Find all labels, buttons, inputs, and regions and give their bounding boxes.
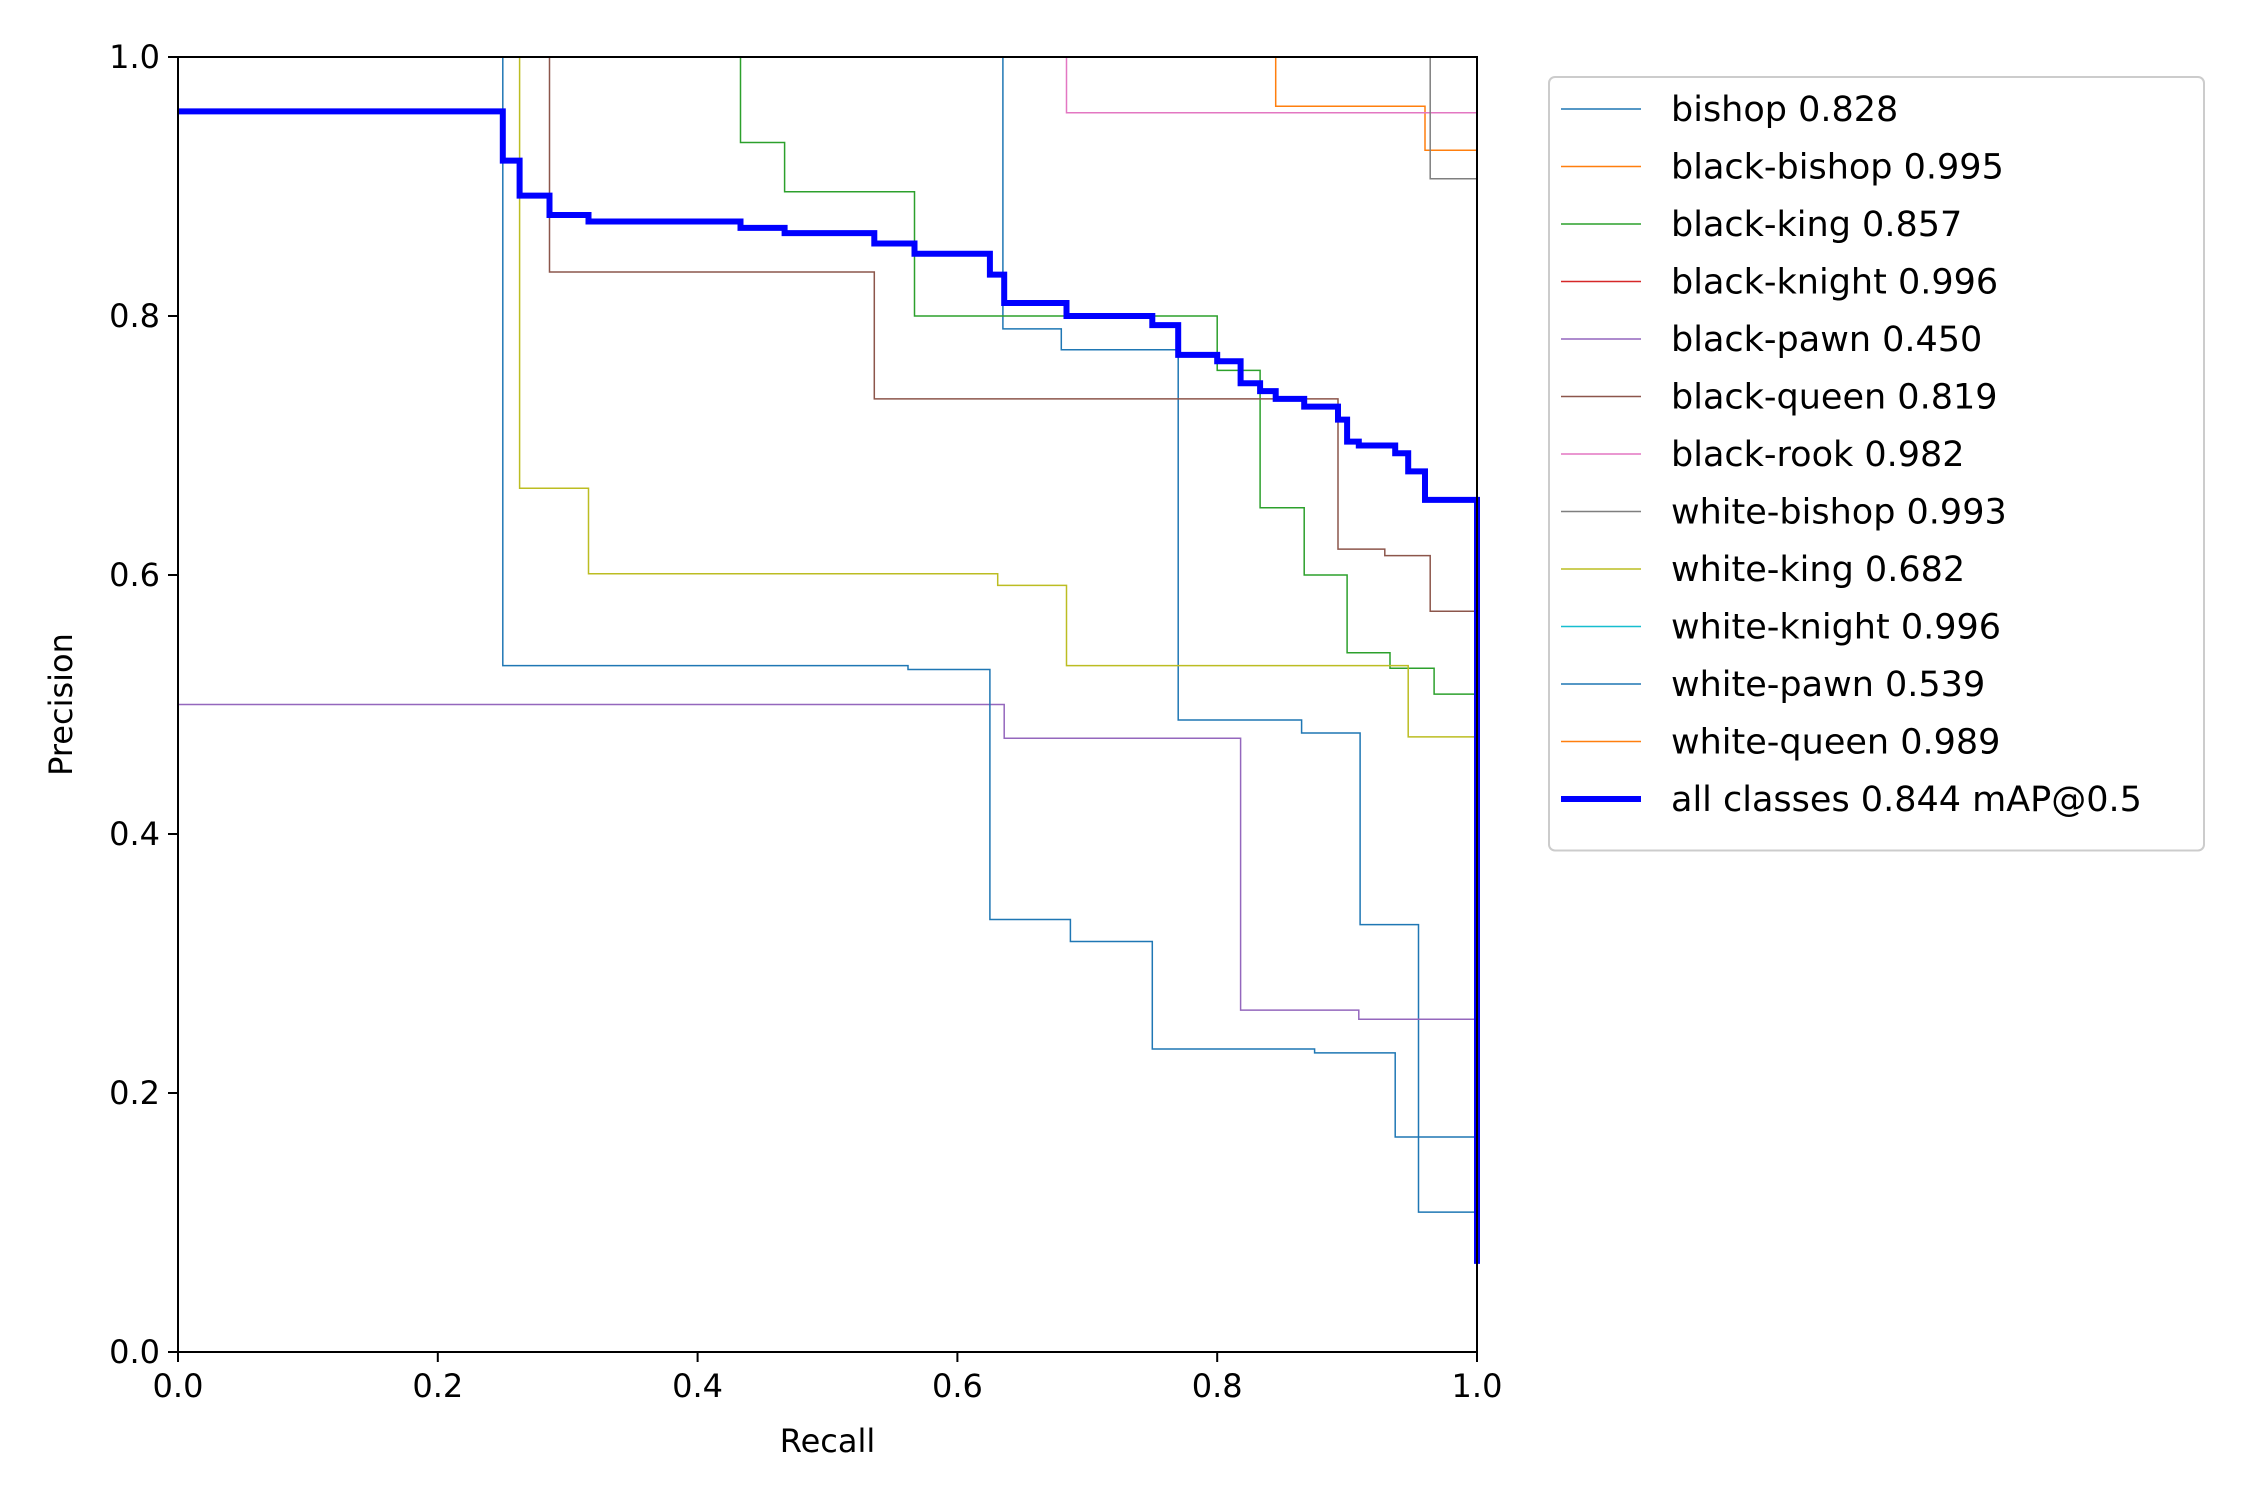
- x-axis-label: Recall: [780, 1422, 875, 1460]
- legend-label: white-king 0.682: [1671, 550, 1965, 590]
- legend-label: white-bishop 0.993: [1671, 493, 2007, 533]
- series-line-black-queen: [548, 57, 1478, 1352]
- y-tick-label: 0.6: [109, 556, 160, 594]
- y-tick-label: 0.8: [109, 297, 160, 335]
- legend-label: black-king 0.857: [1671, 205, 1962, 245]
- legend-frame: [1548, 76, 2205, 852]
- series-line-black-king: [736, 56, 1478, 1352]
- series-line-white-king: [518, 57, 1478, 1352]
- ticks-layer: 0.0 0.2 0.4 0.6 0.8 1.0 0.0 0.2 0.4 0.6 0.8 1.0: [109, 38, 1502, 1405]
- y-tick-label: 0.0: [109, 1333, 160, 1371]
- legend-label: all classes 0.844 mAP@0.5: [1671, 780, 2142, 820]
- legend-label: black-knight 0.996: [1671, 263, 1998, 303]
- series-line-bishop: [996, 56, 1478, 1352]
- y-tick-label: 1.0: [109, 38, 160, 76]
- legend-label: white-queen 0.989: [1671, 723, 2000, 763]
- x-tick-label: 1.0: [1452, 1367, 1503, 1405]
- y-tick-label: 0.2: [109, 1074, 160, 1112]
- y-tick-label: 0.4: [109, 815, 160, 853]
- legend-label: black-rook 0.982: [1671, 435, 1965, 475]
- x-tick-label: 0.4: [672, 1367, 723, 1405]
- legend-label: black-pawn 0.450: [1671, 320, 1982, 360]
- legend-label: white-knight 0.996: [1671, 608, 2001, 648]
- series-line-all: [178, 108, 1480, 1264]
- x-tick-label: 0.6: [932, 1367, 983, 1405]
- y-axis-label: Precision: [42, 633, 80, 776]
- x-tick-label: 0.2: [412, 1367, 463, 1405]
- legend-label: black-bishop 0.995: [1671, 148, 2004, 188]
- x-tick-label: 0.0: [153, 1367, 204, 1405]
- legend-label: white-pawn 0.539: [1671, 665, 1985, 705]
- legend-label: black-queen 0.819: [1671, 378, 1998, 418]
- plot-frame: [177, 56, 1478, 1353]
- series-line-white-pawn: [502, 57, 1478, 1352]
- series-line-black-pawn: [178, 703, 1478, 1352]
- legend: bishop 0.828 black-bishop 0.995 black-king…: [1548, 76, 2205, 852]
- x-tick-label: 0.8: [1192, 1367, 1243, 1405]
- legend-label: bishop 0.828: [1671, 90, 1898, 130]
